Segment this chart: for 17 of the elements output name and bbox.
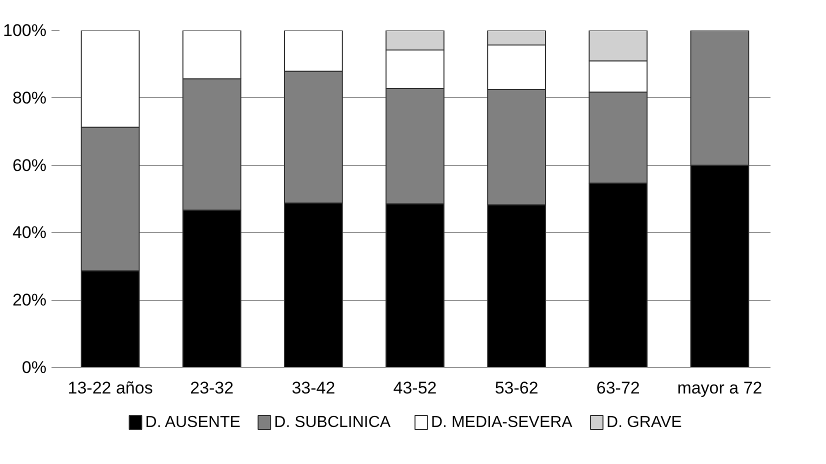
y-tick-label: 0% — [22, 358, 47, 377]
x-tick-label: mayor a 72 — [677, 378, 762, 398]
legend-label: D. AUSENTE — [145, 414, 240, 431]
x-tick-label: 63-72 — [596, 378, 640, 398]
y-tick-label: 80% — [12, 88, 47, 108]
x-tick-label: 13-22 años — [68, 378, 153, 398]
x-tick-label: 23-32 — [190, 378, 234, 398]
y-tick-label: 40% — [12, 223, 47, 242]
legend-label: D. SUBCLINICA — [274, 414, 391, 431]
y-tick-label: 60% — [12, 156, 47, 175]
y-tick-label: 100% — [3, 21, 47, 40]
x-tick-label: 43-52 — [393, 378, 437, 398]
y-tick-label: 20% — [12, 290, 47, 310]
x-tick-label: 53-62 — [494, 378, 538, 398]
legend-label: D. MEDIA-SEVERA — [430, 414, 573, 431]
x-tick-label: 33-42 — [292, 378, 336, 398]
legend-label: D. GRAVE — [606, 414, 682, 431]
